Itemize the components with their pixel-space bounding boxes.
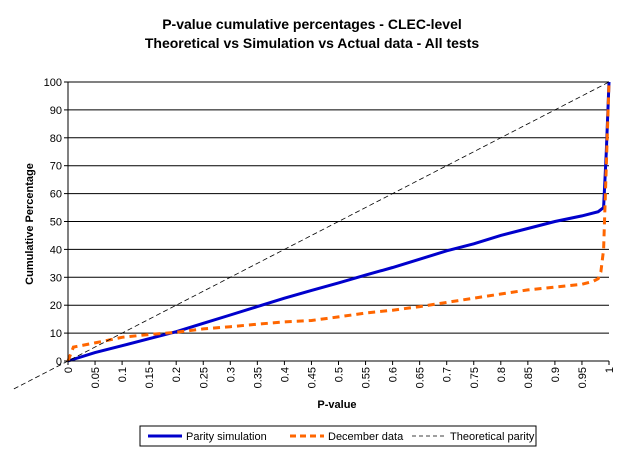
chart-subtitle: Theoretical vs Simulation vs Actual data… [145,35,479,51]
y-tick-label: 90 [50,105,62,117]
x-tick-label: 0.45 [307,367,319,388]
x-tick-label: 0.65 [415,367,427,388]
legend-label: December data [328,431,404,443]
series-line-2 [13,81,610,390]
x-tick-label: 0.7 [442,367,454,382]
x-axis-label: P-value [317,399,356,411]
x-tick-label: 0.85 [523,367,535,388]
y-tick-label: 60 [50,189,62,201]
x-tick-label: 0.35 [252,367,264,388]
y-tick-label: 100 [44,77,62,89]
x-tick-label: 0.4 [279,367,291,382]
y-axis-label: Cumulative Percentage [24,163,36,285]
y-tick-label: 30 [50,272,62,284]
y-tick-labels: 0 10 20 30 40 50 60 70 80 90 100 [44,77,62,368]
x-tick-label: 0.6 [388,367,400,382]
x-tick-label: 0.25 [198,367,210,388]
x-tick-labels: 0 0.05 0.1 0.15 0.2 0.25 0.3 0.35 0.4 0.45 0.5 0.55… [63,367,616,388]
x-tick-label: 0.5 [334,367,346,382]
x-tick-label: 0.15 [144,367,156,388]
y-tick-label: 0 [56,356,62,368]
x-tick-label: 0.55 [361,367,373,388]
x-tick-label: 0.8 [496,367,508,382]
y-tick-label: 50 [50,217,62,229]
legend: Parity simulation December data Theoretica… [139,425,537,447]
x-tick-label: 0.95 [577,367,589,388]
x-tick-label: 0.3 [225,367,237,382]
x-tick-label: 0.75 [469,367,481,388]
legend-label: Parity simulation [186,431,267,443]
y-tick-label: 40 [50,244,62,256]
y-tick-label: 80 [50,133,62,145]
chart-title: P-value cumulative percentages - CLEC-le… [162,16,462,32]
series-line-1 [66,81,611,362]
x-tick-label: 0.1 [117,367,129,382]
axes [67,82,610,365]
x-tick-label: 0.2 [171,367,183,382]
legend-box [139,425,537,447]
y-tick-label: 70 [50,161,62,173]
x-tick-label: 1 [604,367,616,373]
x-tick-label: 0 [63,367,75,373]
x-tick-label: 0.9 [550,367,562,382]
y-tick-label: 10 [50,328,62,340]
series-layer [13,81,611,390]
x-tick-label: 0.05 [90,367,102,388]
legend-label: Theoretical parity [450,431,535,443]
y-tick-label: 20 [50,300,62,312]
